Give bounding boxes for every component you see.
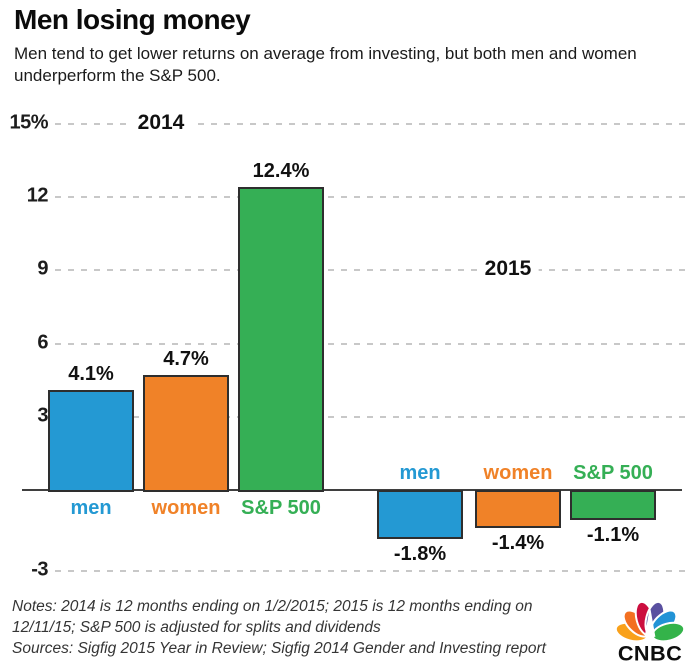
gridline-15 bbox=[55, 123, 688, 125]
bar-value-label: -1.4% bbox=[491, 531, 545, 554]
y-axis-tick-label: 15% bbox=[9, 111, 48, 134]
bar-category-label: men bbox=[70, 497, 112, 519]
cnbc-logo: CNBC bbox=[614, 600, 686, 664]
y-axis-tick-label: 9 bbox=[37, 257, 48, 280]
bar-2015-women bbox=[475, 490, 561, 528]
y-axis-tick-label: -3 bbox=[31, 558, 48, 581]
gridline--3 bbox=[55, 570, 688, 572]
y-axis-tick-label: 3 bbox=[37, 404, 48, 427]
peacock-icon bbox=[614, 600, 686, 643]
gridline-9 bbox=[55, 269, 688, 272]
year-label-2015: 2015 bbox=[477, 257, 539, 282]
header: Men losing money Men tend to get lower r… bbox=[14, 4, 684, 88]
page-title: Men losing money bbox=[14, 4, 251, 35]
bar-value-label: 4.7% bbox=[163, 348, 209, 371]
cnbc-wordmark: CNBC bbox=[618, 640, 682, 664]
bar-2014-women bbox=[143, 375, 229, 492]
bar-value-label: 4.1% bbox=[68, 362, 114, 385]
bar-category-label: women bbox=[483, 462, 553, 484]
bar-category-label: S&P 500 bbox=[241, 497, 321, 519]
year-label-2014: 2014 bbox=[130, 110, 192, 135]
bar-2015-men bbox=[377, 490, 463, 539]
bar-2014-S&P 500 bbox=[238, 187, 324, 492]
gridline-3 bbox=[55, 415, 688, 418]
chart-subtitle: Men tend to get lower returns on average… bbox=[14, 44, 637, 86]
y-axis-tick-label: 12 bbox=[26, 184, 49, 207]
x-axis-zero-line bbox=[22, 489, 682, 491]
bar-value-label: -1.8% bbox=[393, 542, 447, 565]
bar-2014-men bbox=[48, 389, 134, 492]
bar-category-label: men bbox=[399, 462, 441, 484]
gridline-6 bbox=[55, 342, 688, 345]
chart-sources: Sources: Sigfig 2015 Year in Review; Sig… bbox=[12, 640, 546, 657]
bar-value-label: 12.4% bbox=[252, 160, 310, 183]
bar-value-label: -1.1% bbox=[586, 523, 640, 546]
chart-notes: Notes: 2014 is 12 months ending on 1/2/2… bbox=[12, 598, 533, 636]
bar-2015-S&P 500 bbox=[570, 490, 656, 520]
bar-category-label: S&P 500 bbox=[573, 462, 653, 484]
y-axis-tick-label: 6 bbox=[37, 330, 48, 353]
bar-category-label: women bbox=[151, 497, 221, 519]
gridline-12 bbox=[55, 196, 688, 199]
